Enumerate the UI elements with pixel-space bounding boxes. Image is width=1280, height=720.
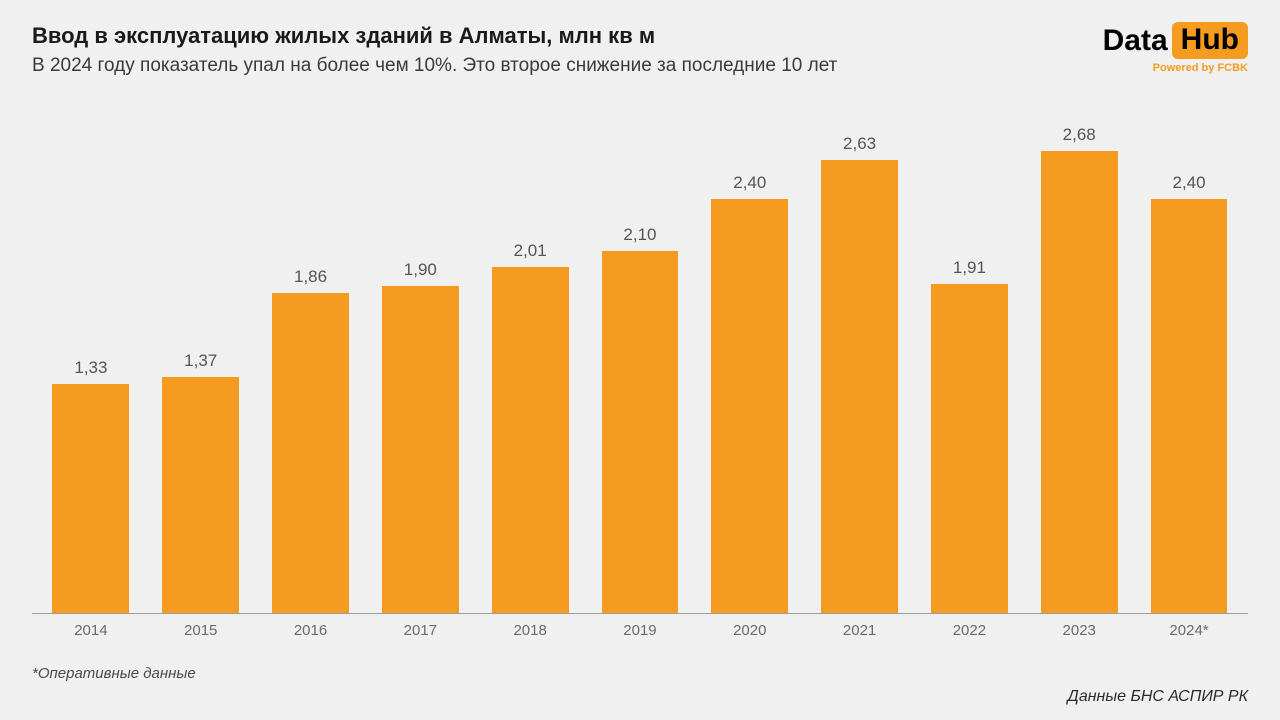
x-axis-label: 2023 — [1024, 622, 1134, 639]
bar-chart: 1,33 1,37 1,86 1,90 2,01 2,10 2,40 2,63 1,91 2,68… — [32, 114, 1248, 614]
titles: Ввод в эксплуатацию жилых зданий в Алмат… — [32, 22, 1083, 78]
chart-subtitle: В 2024 году показатель упал на более чем… — [32, 54, 1083, 79]
x-axis-label: 2021 — [805, 622, 915, 639]
bar — [711, 199, 788, 613]
bar-value-label: 1,90 — [404, 260, 437, 280]
x-axis: 2014201520162017201820192020202120222023… — [32, 622, 1248, 639]
bar-value-label: 2,01 — [514, 241, 547, 261]
logo-text-left: Data — [1103, 26, 1168, 56]
bar-slot: 1,86 — [256, 114, 366, 613]
header: Ввод в эксплуатацию жилых зданий в Алмат… — [32, 22, 1248, 78]
chart-title: Ввод в эксплуатацию жилых зданий в Алмат… — [32, 22, 1083, 50]
bar — [492, 267, 569, 614]
x-axis-label: 2015 — [146, 622, 256, 639]
logo-subtext: Powered by FCBK — [1153, 62, 1248, 74]
x-axis-label: 2019 — [585, 622, 695, 639]
bar — [821, 160, 898, 613]
bar-value-label: 1,33 — [74, 358, 107, 378]
bar — [272, 293, 349, 614]
bar-slot: 2,40 — [1134, 114, 1244, 613]
x-axis-label: 2020 — [695, 622, 805, 639]
bar — [52, 384, 129, 613]
bar — [931, 284, 1008, 613]
bar-value-label: 2,40 — [733, 173, 766, 193]
bar-slot: 2,40 — [695, 114, 805, 613]
bar-value-label: 2,68 — [1063, 125, 1096, 145]
data-source: Данные БНС АСПИР РК — [1068, 688, 1248, 706]
x-axis-label: 2018 — [475, 622, 585, 639]
logo-main: Data Hub — [1103, 22, 1248, 59]
logo-text-right: Hub — [1172, 22, 1248, 59]
bar — [162, 377, 239, 613]
bar-slot: 2,01 — [475, 114, 585, 613]
bar-value-label: 2,63 — [843, 134, 876, 154]
x-axis-label: 2016 — [256, 622, 366, 639]
x-axis-label: 2014 — [36, 622, 146, 639]
bar-slot: 1,37 — [146, 114, 256, 613]
bar-slot: 1,90 — [365, 114, 475, 613]
bar-value-label: 1,37 — [184, 351, 217, 371]
bar — [1041, 151, 1118, 613]
chart-area: 1,33 1,37 1,86 1,90 2,01 2,10 2,40 2,63 1,91 2,68… — [32, 114, 1248, 639]
x-axis-label: 2017 — [365, 622, 475, 639]
bar-slot: 1,91 — [915, 114, 1025, 613]
x-axis-label: 2024* — [1134, 622, 1244, 639]
logo: Data Hub Powered by FCBK — [1103, 22, 1248, 74]
bar-slot: 2,68 — [1024, 114, 1134, 613]
bar-slot: 2,63 — [805, 114, 915, 613]
bar-slot: 1,33 — [36, 114, 146, 613]
bar-value-label: 2,10 — [623, 225, 656, 245]
bar-slot: 2,10 — [585, 114, 695, 613]
bar-value-label: 1,86 — [294, 267, 327, 287]
bar-value-label: 1,91 — [953, 258, 986, 278]
x-axis-label: 2022 — [915, 622, 1025, 639]
bar — [602, 251, 679, 613]
bar-value-label: 2,40 — [1172, 173, 1205, 193]
bar — [1151, 199, 1228, 613]
bar — [382, 286, 459, 614]
footnote: *Оперативные данные — [32, 665, 1248, 682]
